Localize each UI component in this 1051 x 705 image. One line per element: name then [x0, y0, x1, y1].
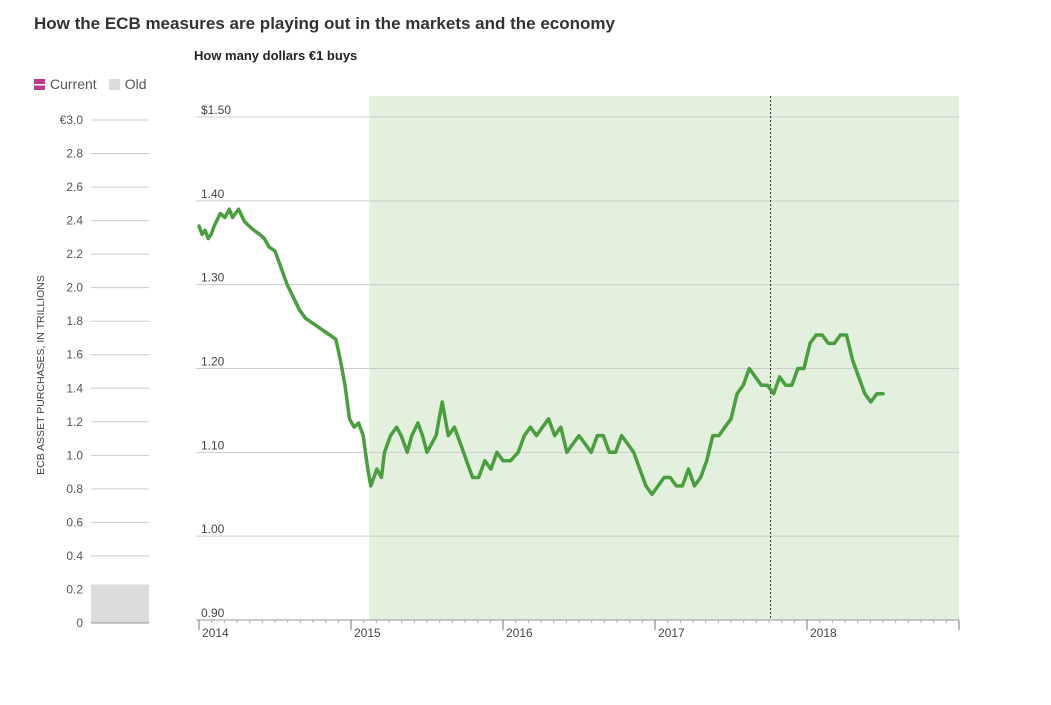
- left-y-tick-label: 0.2: [66, 582, 83, 596]
- left-y-tick-label: 2.4: [66, 214, 83, 228]
- left-y-tick-label: 0.6: [66, 515, 83, 529]
- left-y-tick-label: 1.6: [66, 348, 83, 362]
- shaded-period: [369, 96, 960, 620]
- x-tick-label: 2015: [354, 626, 381, 640]
- legend-current-label: Current: [50, 76, 97, 92]
- x-tick-label: 2014: [202, 626, 229, 640]
- left-y-tick-label: 2.8: [66, 147, 83, 161]
- y-tick-label: 1.30: [201, 271, 225, 285]
- y-tick-label: 1.00: [201, 522, 225, 536]
- left-y-tick-label: 1.8: [66, 314, 83, 328]
- bar-old: [91, 584, 149, 623]
- left-y-tick-label: 0.4: [66, 549, 83, 563]
- left-y-tick-label: €3.0: [60, 113, 84, 127]
- y-tick-label: 1.40: [201, 187, 225, 201]
- legend-old-swatch: [108, 78, 120, 90]
- left-y-axis-label: ECB ASSET PURCHASES, IN TRILLIONS: [35, 275, 47, 475]
- left-y-tick-label: 0.8: [66, 482, 83, 496]
- legend: Current Old: [34, 76, 146, 92]
- line-chart-title: How many dollars €1 buys: [194, 48, 358, 63]
- legend-old-label: Old: [124, 76, 147, 92]
- left-y-tick-label: 2.2: [66, 247, 83, 261]
- y-tick-label: 0.90: [201, 606, 225, 620]
- left-y-tick-label: 2.6: [66, 180, 83, 194]
- left-y-tick-label: 1.0: [66, 448, 83, 462]
- eur-usd-series-line: [197, 207, 885, 497]
- y-tick-label: $1.50: [201, 103, 231, 117]
- chart-title: How the ECB measures are playing out in …: [34, 14, 615, 33]
- asset-purchases-chart: €3.0 2.8 2.6 2.4 2.2 2.0 1.8 1.6 1.4 1.2 1.0 0.8 0.6…: [35, 113, 149, 630]
- y-tick-label: 1.10: [201, 438, 225, 452]
- x-tick-label: 2018: [810, 626, 837, 640]
- left-y-tick-label: 2.0: [66, 281, 83, 295]
- x-tick-label: 2016: [506, 626, 533, 640]
- x-tick-label: 2017: [658, 626, 685, 640]
- left-y-tick-label: 0: [76, 616, 83, 630]
- legend-current-swatch: [34, 78, 45, 90]
- y-tick-label: 1.20: [201, 355, 225, 369]
- left-y-tick-label: 1.4: [66, 381, 83, 395]
- left-y-tick-label: 1.2: [66, 415, 83, 429]
- exchange-rate-chart: $1.50 1.40 1.30 1.20 1.10 1.00 0.90 2014 2015 201…: [196, 96, 960, 640]
